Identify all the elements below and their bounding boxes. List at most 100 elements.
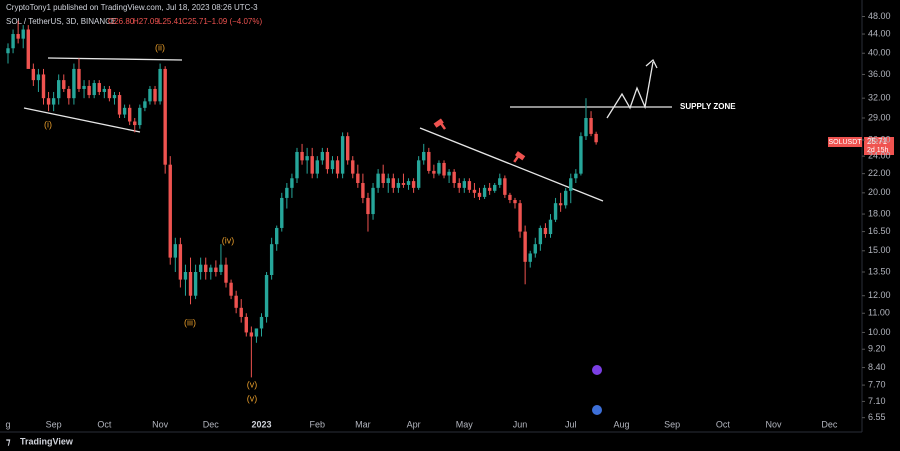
x-tick-label: Mar (355, 419, 371, 429)
candle-body (295, 151, 299, 179)
candle-body (432, 170, 436, 174)
candle-body (376, 173, 380, 188)
candle-body (457, 183, 461, 188)
candle-body (330, 160, 335, 170)
wave-label: (ii) (155, 42, 165, 52)
candle-body (589, 118, 593, 134)
x-tick-label: Nov (152, 419, 169, 429)
candle-body (594, 133, 598, 143)
candle-body (396, 183, 401, 188)
candle-body (351, 160, 355, 174)
change: −1.09 (−4.07%) (207, 17, 262, 26)
candle-body (183, 271, 188, 280)
x-tick-label: Feb (310, 419, 326, 429)
candle-body (229, 282, 233, 296)
candle-body (467, 181, 472, 190)
ticker: SOLUSDT (828, 139, 862, 146)
candle-body (356, 173, 360, 184)
wave-label: (i) (44, 119, 52, 129)
candle-body (553, 203, 558, 220)
candle-body (462, 181, 466, 188)
candle-body (447, 171, 451, 176)
candle-body (92, 83, 96, 96)
candle-body (153, 88, 157, 102)
candle-body (538, 227, 543, 245)
x-tick-label: Nov (766, 419, 783, 429)
y-tick-label: 22.00 (868, 168, 891, 178)
last-price: 25.71 (867, 137, 888, 146)
x-tick-label: Jun (513, 419, 528, 429)
symbol: SOL / TetherUS, 3D, BINANCE (6, 17, 116, 26)
candle-body (244, 316, 248, 333)
x-tick-label: Sep (664, 419, 680, 429)
candle-body (214, 267, 218, 272)
candle-body (6, 48, 10, 54)
y-tick-label: 40.00 (868, 48, 891, 58)
x-tick-label: Dec (203, 419, 220, 429)
candle-body (523, 231, 527, 262)
candle-body (437, 162, 441, 174)
candle-body (518, 203, 522, 232)
candle-body (300, 151, 304, 161)
candle-body (366, 197, 370, 215)
y-tick-label: 20.00 (868, 187, 891, 197)
candle-body (133, 121, 137, 126)
hammer-icon (433, 118, 447, 130)
candle-body (122, 107, 127, 115)
candle-body (391, 178, 396, 188)
candle-body (406, 181, 411, 185)
y-tick-label: 8.40 (868, 362, 886, 372)
candle-body (107, 88, 112, 99)
ohlc-high: H27.09 (133, 17, 159, 26)
last-price-tag (864, 137, 894, 155)
x-tick-label: Sep (46, 419, 62, 429)
candle-body (487, 187, 492, 191)
candle-body (254, 328, 259, 337)
candle-body (503, 178, 507, 195)
candle-body (148, 88, 152, 102)
candle-body (31, 68, 36, 81)
x-tick-label: Jul (565, 419, 577, 429)
candle-body (310, 156, 314, 174)
trendline (419, 127, 604, 202)
supply-zone-label: SUPPLY ZONE (680, 102, 736, 111)
x-tick-label: Aug (613, 419, 629, 429)
ohlc-low: L25.41 (158, 17, 183, 26)
candle-body (320, 151, 325, 161)
candle-body (275, 227, 279, 245)
candle-body (173, 244, 178, 258)
candle-body (416, 160, 421, 188)
publisher: CryptoTony1 published on TradingView.com… (6, 3, 258, 12)
x-tick-label: Oct (716, 419, 731, 429)
candle-body (305, 156, 309, 161)
candle-body (72, 68, 76, 99)
hammer-icon (513, 151, 526, 163)
candle-body (345, 136, 350, 161)
candle-body (401, 183, 406, 185)
candle-body (411, 181, 416, 188)
y-tick-label: 24.00 (868, 150, 891, 160)
x-tick-label: Oct (97, 419, 112, 429)
candle-body (584, 118, 588, 137)
x-tick-label: Apr (407, 419, 421, 429)
candle-body (548, 219, 553, 235)
candle-body (67, 88, 71, 99)
y-tick-label: 6.55 (868, 412, 886, 422)
candle-body (127, 107, 132, 122)
trendline (23, 107, 141, 133)
candle-body (87, 85, 91, 96)
candle-body (386, 178, 390, 184)
candle-body (477, 192, 482, 197)
candle-body (11, 34, 15, 49)
candle-body (381, 173, 385, 184)
candle-body (82, 85, 86, 89)
x-tick-label: May (456, 419, 474, 429)
candle-body (178, 244, 183, 280)
candle-body (209, 267, 213, 272)
candle-body (543, 227, 548, 235)
candle-body (158, 68, 162, 102)
y-tick-label: 15.00 (868, 245, 891, 255)
candle-body (569, 178, 573, 191)
y-tick-label: 29.00 (868, 112, 891, 122)
